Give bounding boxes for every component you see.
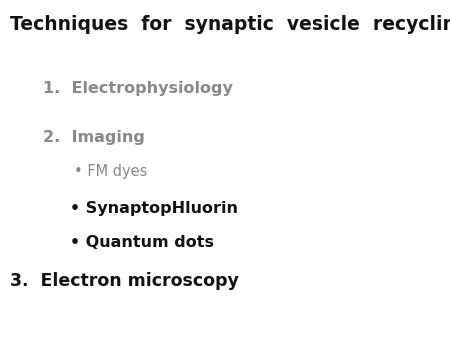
Text: 2.  Imaging: 2. Imaging xyxy=(43,130,144,145)
Text: • FM dyes: • FM dyes xyxy=(74,164,148,179)
Text: Techniques  for  synaptic  vesicle  recycling: Techniques for synaptic vesicle recyclin… xyxy=(10,15,450,34)
Text: • SynaptopHluorin: • SynaptopHluorin xyxy=(70,201,238,216)
Text: • Quantum dots: • Quantum dots xyxy=(70,235,214,250)
Text: 3.  Electron microscopy: 3. Electron microscopy xyxy=(10,272,239,290)
Text: 1.  Electrophysiology: 1. Electrophysiology xyxy=(43,81,233,96)
